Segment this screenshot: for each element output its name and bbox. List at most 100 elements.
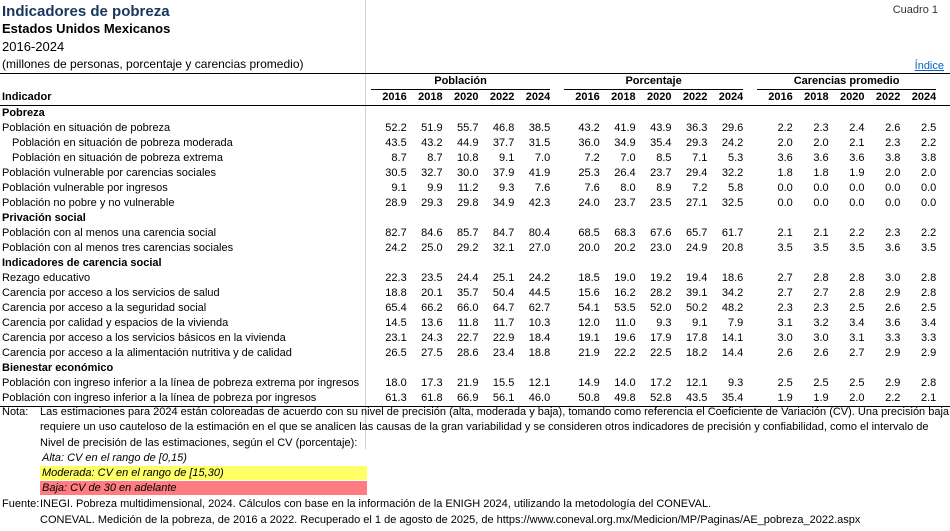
value-cell: 11.2 — [457, 182, 479, 194]
value-cell: 2.4 — [849, 122, 865, 134]
value-cell — [443, 256, 479, 271]
value-cell: 2.0 — [777, 137, 793, 149]
value-cell: 0.0 — [813, 182, 829, 194]
value-cell: 15.5 — [492, 377, 515, 389]
value-cell: 2.1 — [777, 227, 793, 239]
value-cell: 8.7 — [391, 152, 407, 164]
row-label: Carencia por acceso a los servicios de s… — [2, 287, 220, 299]
value-gap — [550, 121, 564, 136]
value-cell: 29.3 — [421, 197, 443, 209]
value-cell — [672, 211, 708, 226]
value-cell: 24.3 — [421, 332, 443, 344]
value-cell: 39.1 — [685, 287, 708, 299]
value-cell: 2.9 — [885, 287, 901, 299]
value-gap — [936, 106, 950, 122]
value-cell — [514, 106, 550, 122]
row-label: Población vulnerable por ingresos — [2, 182, 168, 194]
value-cell: 51.9 — [421, 122, 443, 134]
group-header-spacer — [0, 74, 371, 90]
value-cell: 20.0 — [578, 242, 600, 254]
value-cell — [707, 361, 743, 376]
value-cell: 9.1 — [391, 182, 407, 194]
row-label: Carencia por acceso a los servicios bási… — [2, 332, 286, 344]
value-cell: 46.8 — [492, 122, 515, 134]
value-cell: 80.4 — [528, 227, 551, 239]
value-cell: 65.7 — [685, 227, 708, 239]
value-gap — [743, 211, 757, 226]
value-cell: 9.1 — [692, 317, 708, 329]
value-cell — [707, 256, 743, 271]
value-cell: 24.2 — [385, 242, 407, 254]
value-cell: 2.7 — [777, 287, 793, 299]
value-cell: 50.4 — [492, 287, 515, 299]
year-gap — [550, 89, 564, 106]
value-cell — [707, 106, 743, 122]
value-cell: 21.9 — [578, 347, 600, 359]
value-cell: 2.6 — [885, 302, 901, 314]
value-cell: 0.0 — [849, 197, 865, 209]
table-row: Carencia por acceso a los servicios de s… — [0, 286, 950, 301]
value-cell: 2.5 — [920, 302, 937, 314]
value-cell: 9.3 — [727, 377, 744, 389]
table-row: Población no pobre y no vulnerable 28.9 29… — [0, 196, 950, 211]
value-gap — [936, 136, 950, 151]
value-cell: 17.8 — [685, 332, 708, 344]
value-gap — [550, 151, 564, 166]
value-cell — [407, 106, 443, 122]
year-header: 2022 — [864, 89, 901, 106]
value-cell: 66.2 — [421, 302, 443, 314]
value-cell: 3.6 — [849, 152, 865, 164]
value-cell: 0.0 — [885, 182, 901, 194]
value-cell: 18.8 — [385, 287, 407, 299]
value-gap — [936, 151, 950, 166]
value-cell: 2.7 — [849, 347, 865, 359]
value-cell — [564, 106, 600, 122]
value-cell: 61.8 — [406, 391, 443, 407]
value-cell: 35.4 — [707, 391, 744, 407]
value-cell: 62.7 — [528, 302, 551, 314]
value-gap — [550, 166, 564, 181]
value-cell: 23.5 — [650, 197, 672, 209]
indice-link[interactable]: Índice — [914, 60, 944, 72]
value-cell — [900, 211, 936, 226]
value-cell: 2.8 — [849, 272, 865, 284]
value-gap — [743, 331, 757, 346]
value-cell — [443, 106, 479, 122]
value-cell: 2.1 — [900, 391, 937, 407]
value-cell: 30.0 — [457, 167, 479, 179]
value-cell: 44.5 — [528, 287, 551, 299]
value-cell: 2.3 — [885, 227, 901, 239]
value-cell — [757, 361, 793, 376]
value-cell: 7.9 — [727, 317, 744, 329]
value-cell: 2.5 — [849, 302, 865, 314]
value-cell: 27.1 — [685, 197, 708, 209]
indicator-header: Indicador — [0, 89, 371, 106]
value-gap — [936, 271, 950, 286]
value-cell: 8.0 — [620, 182, 636, 194]
value-cell: 18.6 — [721, 272, 744, 284]
value-cell: 10.8 — [457, 152, 479, 164]
value-cell: 2.1 — [813, 227, 829, 239]
value-gap — [743, 346, 757, 361]
value-cell: 32.2 — [721, 167, 744, 179]
period-label: 2016-2024 — [2, 39, 65, 54]
value-cell: 22.3 — [385, 272, 407, 284]
row-label: Carencia por acceso a la seguridad socia… — [2, 302, 207, 314]
value-cell: 23.0 — [650, 242, 672, 254]
value-cell — [371, 106, 407, 122]
value-gap — [936, 181, 950, 196]
value-cell: 65.4 — [385, 302, 407, 314]
section-label: Indicadores de carencia social — [2, 257, 162, 269]
value-cell: 15.6 — [578, 287, 600, 299]
value-cell: 2.6 — [777, 347, 793, 359]
value-cell: 3.8 — [885, 152, 901, 164]
value-cell: 52.8 — [635, 391, 672, 407]
value-cell: 27.5 — [421, 347, 443, 359]
section-row: Privación social — [0, 211, 950, 226]
value-cell: 3.3 — [920, 332, 937, 344]
value-gap — [936, 256, 950, 271]
year-header: 2022 — [478, 89, 515, 106]
value-cell — [478, 106, 514, 122]
value-cell: 50.8 — [563, 391, 600, 407]
value-cell: 66.0 — [457, 302, 479, 314]
